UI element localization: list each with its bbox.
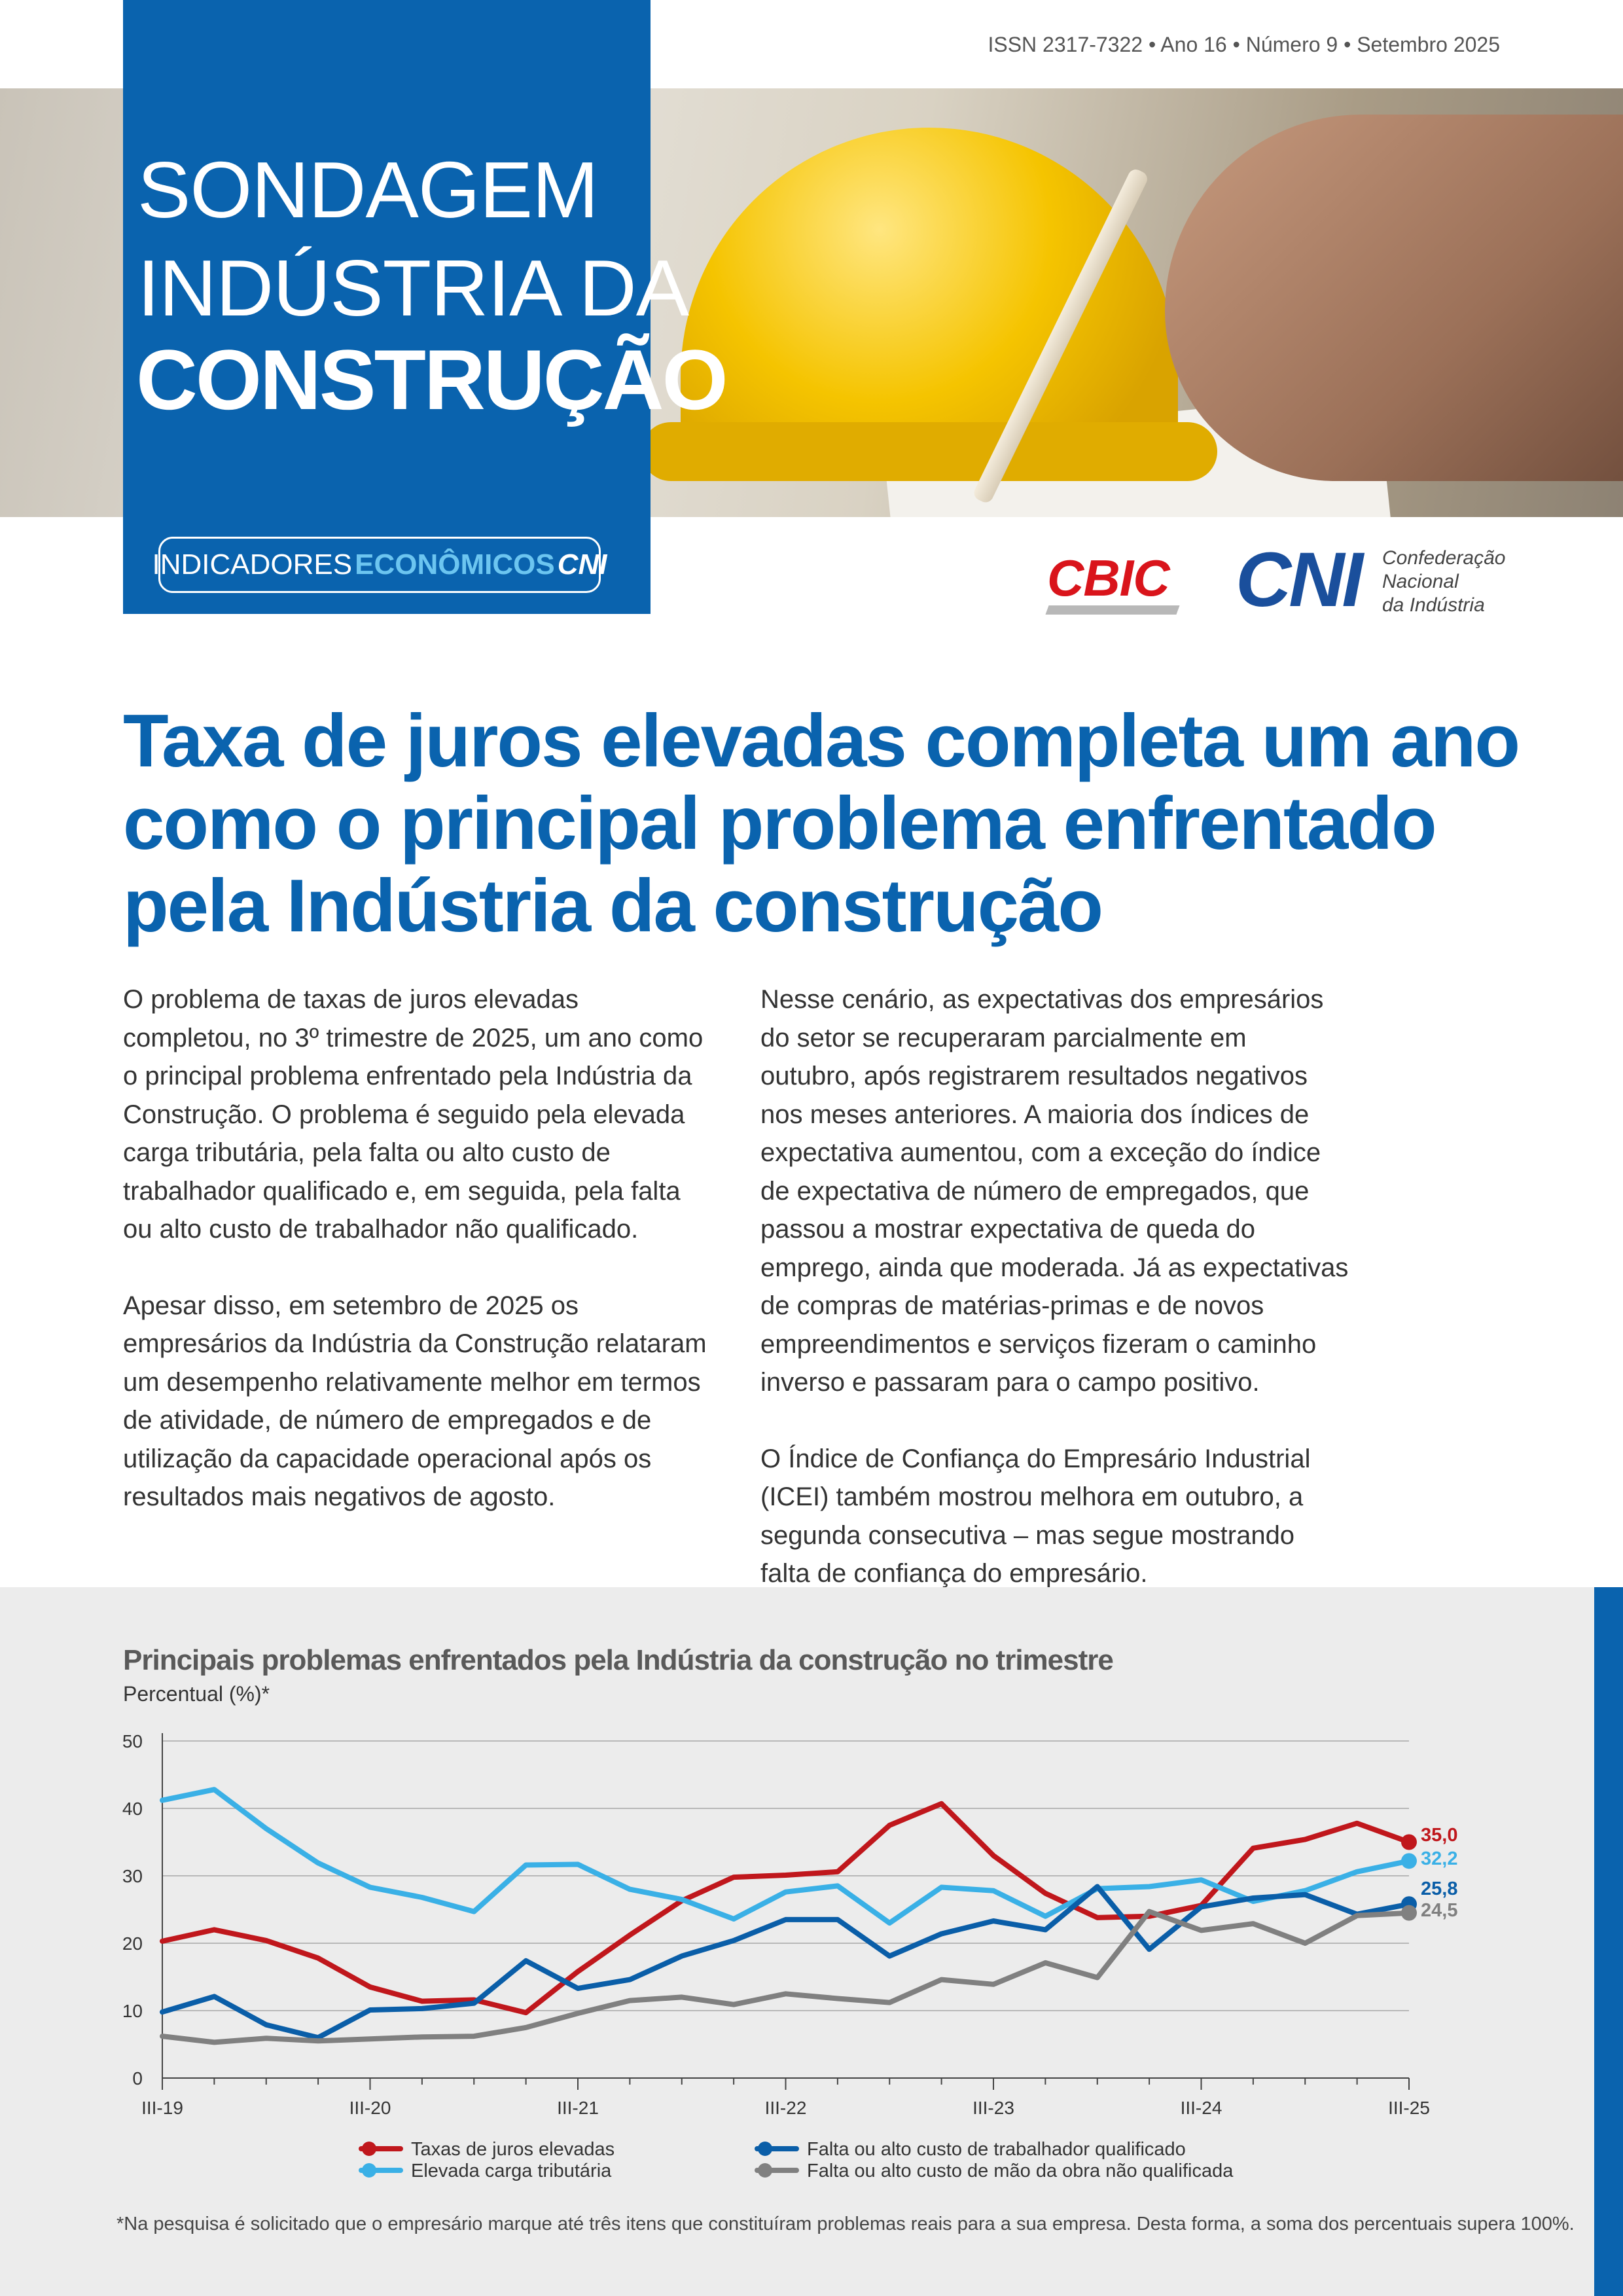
series-end-label: 24,5: [1421, 1900, 1457, 1921]
series-end-point: [1401, 1835, 1417, 1850]
y-tick-label: 40: [122, 1799, 143, 1819]
footnote: *Na pesquisa é solicitado que o empresár…: [116, 2214, 1575, 2235]
series-line: [162, 1887, 1409, 2038]
x-tick-label: III-23: [972, 2098, 1014, 2118]
y-tick-label: 50: [122, 1731, 143, 1751]
legend-marker: [362, 2142, 376, 2156]
y-tick-label: 20: [122, 1933, 143, 1954]
legend-label: Falta ou alto custo de mão da obra não q…: [807, 2161, 1234, 2181]
x-tick-label: III-25: [1388, 2098, 1430, 2118]
series-end-label: 35,0: [1421, 1825, 1457, 1846]
x-tick-label: III-21: [557, 2098, 599, 2118]
series-end-label: 25,8: [1421, 1878, 1457, 1899]
x-tick-label: III-24: [1181, 2098, 1222, 2118]
legend-label: Elevada carga tributária: [411, 2161, 612, 2181]
x-tick-label: III-19: [141, 2098, 183, 2118]
legend-label: Falta ou alto custo de trabalhador quali…: [807, 2139, 1186, 2160]
legend-label: Taxas de juros elevadas: [411, 2139, 615, 2160]
legend-marker: [758, 2163, 772, 2178]
x-tick-label: III-22: [765, 2098, 807, 2118]
x-tick-label: III-20: [349, 2098, 391, 2118]
y-tick-label: 30: [122, 1866, 143, 1886]
y-tick-label: 10: [122, 2001, 143, 2021]
series-end-label: 32,2: [1421, 1848, 1457, 1869]
y-tick-label: 0: [132, 2068, 143, 2089]
series-end-point: [1401, 1853, 1417, 1869]
legend-marker: [362, 2163, 376, 2178]
series-end-point: [1401, 1905, 1417, 1921]
series-line: [162, 1804, 1409, 2013]
legend-marker: [758, 2142, 772, 2156]
